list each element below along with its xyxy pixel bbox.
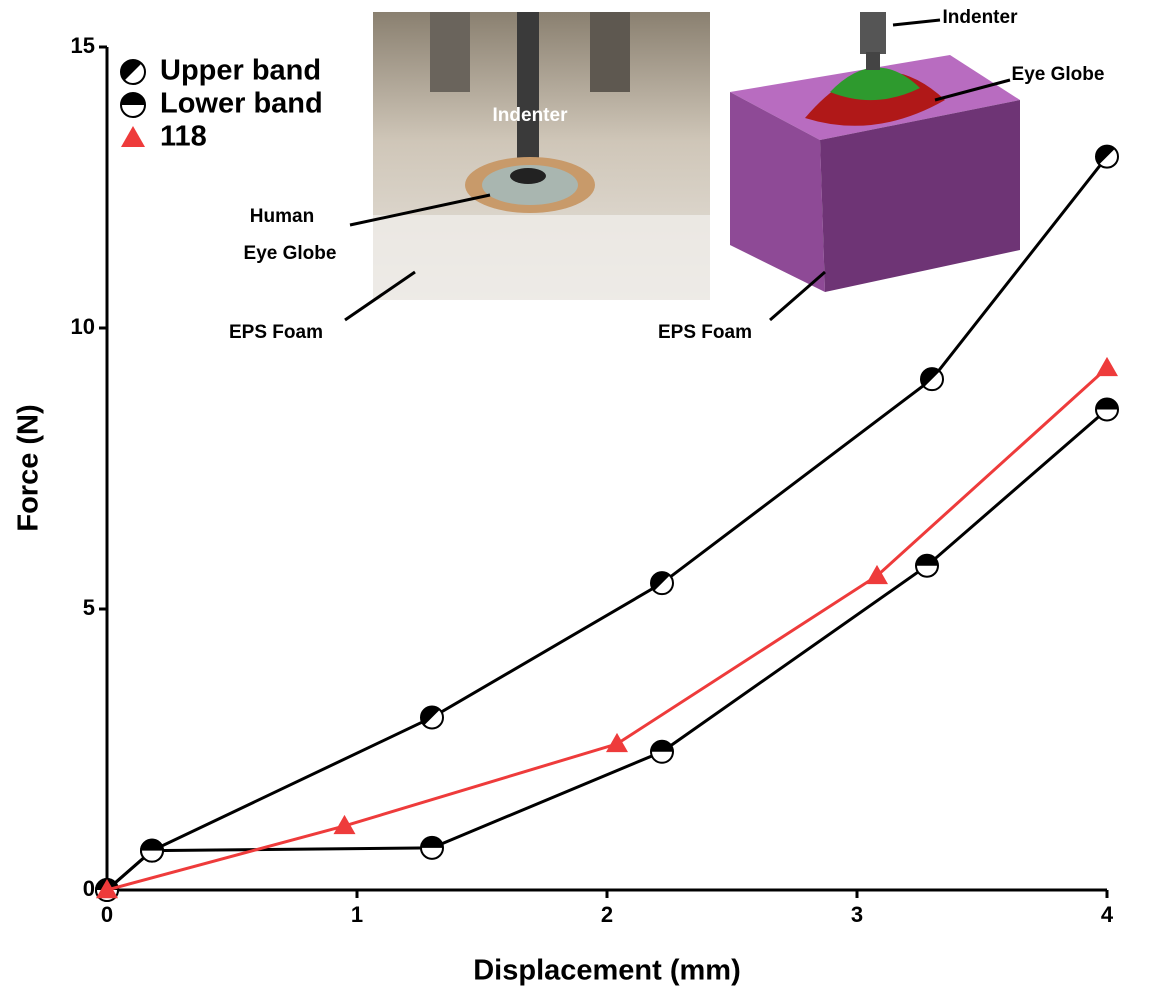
series-line (107, 409, 1107, 890)
x-tick-label: 0 (101, 902, 113, 927)
marker (651, 572, 673, 594)
marker (141, 840, 163, 862)
annotation: Human (250, 206, 314, 227)
annotation: Eye Globe (1012, 64, 1105, 85)
legend-marker (121, 60, 145, 84)
marker-half (141, 840, 163, 851)
marker (1096, 146, 1118, 168)
x-tick-label: 2 (601, 902, 613, 927)
annotation: Eye Globe (244, 243, 337, 264)
marker (1096, 357, 1118, 376)
marker (916, 555, 938, 577)
arrow (770, 272, 825, 320)
marker (651, 741, 673, 763)
y-axis-label: Force (N) (13, 404, 45, 531)
legend-label: 118 (160, 121, 207, 153)
marker-shape (1096, 357, 1118, 376)
marker (421, 706, 443, 728)
marker-half (121, 93, 145, 105)
diagram-inset (730, 12, 1020, 292)
marker-half (1096, 398, 1118, 409)
marker-shape (121, 126, 145, 147)
x-tick-label: 3 (851, 902, 863, 927)
y-tick-label: 5 (83, 595, 95, 620)
marker-half (916, 555, 938, 566)
marker (606, 733, 628, 752)
y-tick-label: 15 (71, 33, 95, 58)
legend-marker (121, 126, 145, 147)
legend-label: Lower band (160, 88, 323, 120)
marker (921, 368, 943, 390)
marker (1096, 398, 1118, 420)
annotation: EPS Foam (229, 322, 323, 343)
chart: Indenter Human Eye Globe EPS Foam Indent… (0, 0, 1160, 1001)
marker-shape (606, 733, 628, 752)
x-axis-label: Displacement (mm) (473, 955, 741, 987)
marker-half (421, 837, 443, 848)
annotation: EPS Foam (658, 322, 752, 343)
x-tick-label: 1 (351, 902, 363, 927)
x-tick-label: 4 (1101, 902, 1114, 927)
legend-marker (121, 93, 145, 117)
legend-label: Upper band (160, 55, 321, 87)
marker-half (651, 741, 673, 752)
annotation: Indenter (943, 7, 1019, 28)
arrow (893, 20, 940, 25)
marker (421, 837, 443, 859)
photo-inset (373, 12, 710, 300)
y-tick-label: 0 (83, 876, 95, 901)
annotation: Indenter (493, 105, 569, 126)
series-line (107, 368, 1107, 890)
y-tick-label: 10 (71, 314, 95, 339)
